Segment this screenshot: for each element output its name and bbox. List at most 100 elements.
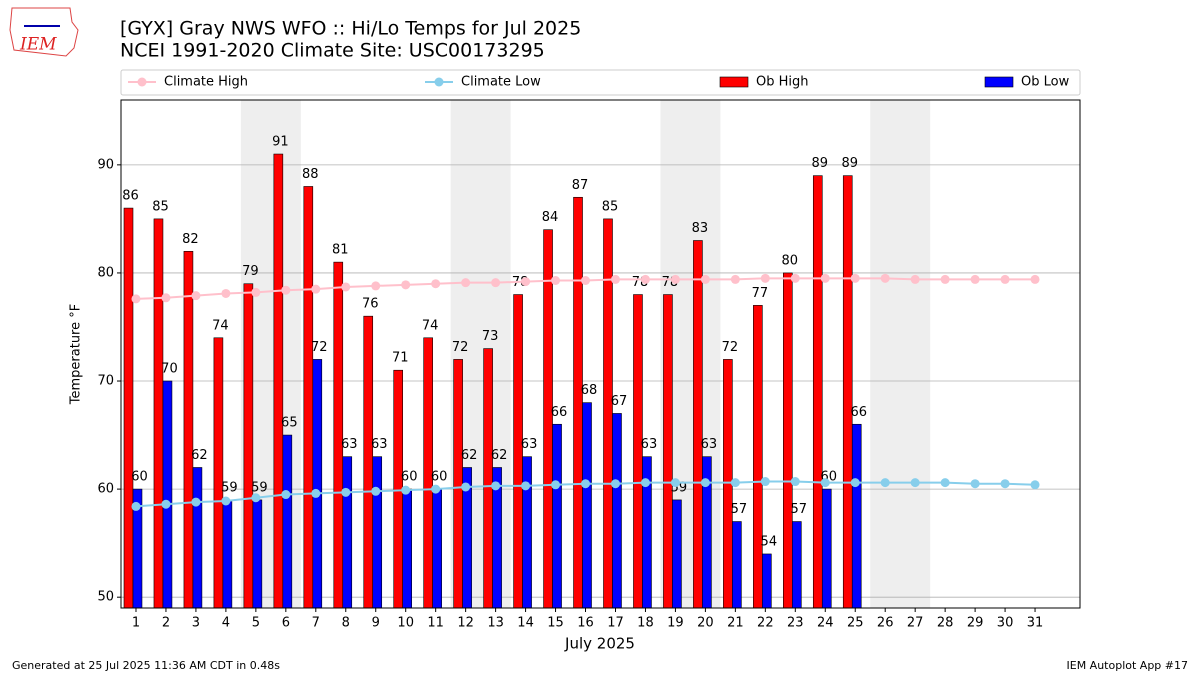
climate-marker: [371, 486, 381, 496]
x-tick-label: 11: [427, 616, 444, 631]
bar: [192, 467, 203, 609]
climate-marker: [581, 479, 591, 489]
bar: [842, 175, 853, 609]
climate-marker: [251, 493, 261, 503]
value-label: 67: [611, 394, 628, 409]
x-tick-label: 28: [937, 616, 954, 631]
climate-marker: [401, 280, 411, 290]
climate-marker: [221, 496, 231, 506]
climate-marker: [521, 481, 531, 491]
value-label: 81: [332, 243, 349, 258]
climate-marker: [760, 273, 770, 283]
bar: [333, 261, 344, 609]
climate-marker: [1030, 274, 1040, 284]
bar: [663, 294, 673, 609]
bar: [851, 423, 862, 609]
climate-marker: [610, 274, 620, 284]
value-label: 71: [392, 351, 409, 366]
value-label: 70: [161, 362, 178, 377]
value-label: 62: [191, 448, 208, 463]
chart-title: [GYX] Gray NWS WFO :: Hi/Lo Temps for Ju…: [120, 18, 581, 40]
climate-marker: [191, 291, 201, 301]
value-label: 68: [581, 383, 598, 398]
value-label: 91: [272, 135, 289, 150]
climate-marker: [910, 274, 920, 284]
x-tick-label: 10: [397, 616, 414, 631]
value-label: 86: [122, 189, 139, 204]
climate-marker: [341, 487, 351, 497]
legend-box: [120, 69, 1081, 96]
value-label: 63: [521, 437, 538, 452]
value-label: 76: [362, 297, 379, 312]
climate-marker: [940, 274, 950, 284]
bar: [573, 196, 583, 609]
y-axis-label: Temperature °F: [69, 304, 84, 405]
legend-label: Ob High: [756, 75, 809, 90]
value-label: 72: [452, 340, 469, 355]
x-tick-label: 19: [667, 616, 684, 631]
bar: [732, 521, 742, 609]
climate-marker: [790, 477, 800, 487]
x-tick-label: 31: [1027, 616, 1044, 631]
climate-marker: [251, 287, 261, 297]
climate-marker: [551, 276, 561, 286]
value-label: 73: [482, 329, 499, 344]
weekend-shade: [870, 100, 931, 608]
bar: [402, 488, 412, 609]
value-label: 72: [311, 340, 328, 355]
climate-marker: [371, 281, 381, 291]
legend-label: Climate Low: [461, 75, 541, 90]
climate-marker: [491, 481, 501, 491]
logo: IEM: [9, 7, 79, 57]
climate-marker: [670, 274, 680, 284]
x-tick-label: 15: [547, 616, 564, 631]
bar: [582, 402, 592, 609]
bar: [222, 499, 233, 609]
bar: [753, 305, 763, 609]
value-label: 60: [401, 470, 418, 485]
climate-marker: [311, 488, 321, 498]
value-label: 85: [602, 199, 619, 214]
climate-marker: [491, 278, 501, 288]
climate-marker: [281, 285, 291, 295]
climate-marker: [311, 284, 321, 294]
legend-label: Climate High: [164, 75, 248, 90]
y-tick-label: 80: [97, 265, 114, 280]
value-label: 72: [722, 340, 739, 355]
x-tick-label: 20: [697, 616, 714, 631]
climate-marker: [730, 274, 740, 284]
value-label: 80: [782, 253, 799, 268]
legend-swatch: [984, 76, 1014, 88]
bar: [762, 553, 772, 609]
x-tick-label: 30: [997, 616, 1014, 631]
climate-marker: [131, 501, 141, 511]
value-label: 60: [131, 470, 148, 485]
value-label: 63: [701, 437, 718, 452]
legend-label: Ob Low: [1021, 75, 1070, 90]
bar: [363, 315, 374, 609]
x-tick-label: 16: [577, 616, 594, 631]
bar: [153, 218, 164, 609]
x-tick-label: 9: [372, 616, 380, 631]
y-tick-label: 50: [97, 590, 114, 605]
climate-marker: [161, 293, 171, 303]
x-tick-label: 21: [727, 616, 744, 631]
climate-marker: [850, 478, 860, 488]
x-tick-label: 24: [817, 616, 834, 631]
value-label: 77: [752, 286, 769, 301]
bar: [791, 521, 802, 609]
x-tick-label: 4: [222, 616, 230, 631]
value-label: 88: [302, 167, 319, 182]
x-tick-label: 22: [757, 616, 774, 631]
climate-marker: [131, 294, 141, 304]
x-tick-label: 6: [282, 616, 290, 631]
x-tick-label: 26: [877, 616, 894, 631]
legend-marker: [137, 77, 147, 87]
climate-marker: [431, 279, 441, 289]
climate-marker: [401, 485, 411, 495]
bar: [432, 488, 442, 609]
logo-outline: [9, 7, 79, 57]
climate-marker: [461, 278, 471, 288]
value-label: 87: [572, 178, 589, 193]
